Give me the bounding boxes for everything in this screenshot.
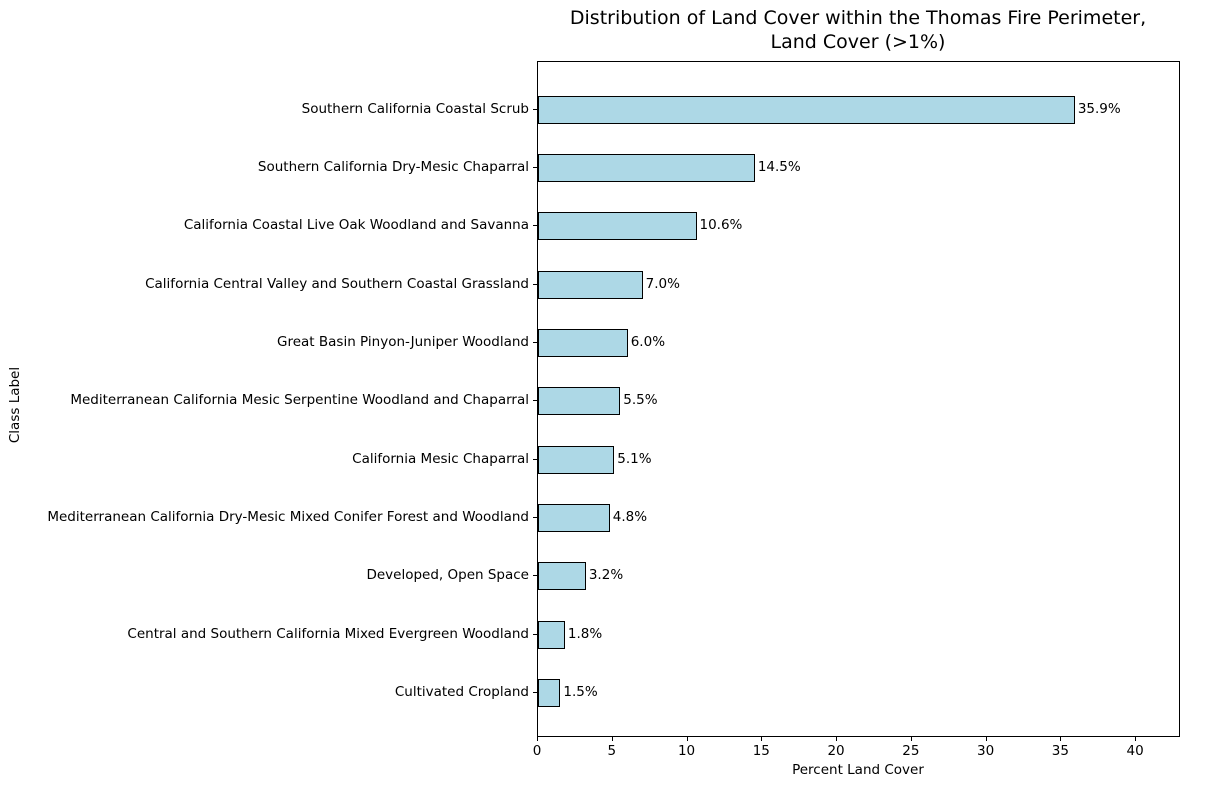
x-tick-mark [910, 737, 912, 741]
plot-area [537, 61, 1180, 737]
bar-value-label: 5.1% [617, 450, 652, 467]
category-label: Cultivated Cropland [394, 684, 529, 700]
y-tick-mark [533, 283, 537, 285]
x-axis-label: Percent Land Cover [792, 762, 924, 778]
bar [538, 679, 561, 707]
y-tick-mark [533, 341, 537, 343]
y-tick-mark [533, 633, 537, 635]
y-tick-mark [533, 225, 537, 227]
bar [538, 445, 615, 474]
bar-value-label: 14.5% [757, 158, 801, 175]
bar-value-label: 5.5% [623, 392, 658, 409]
category-label: Southern California Coastal Scrub [301, 100, 529, 117]
x-tick-label: 40 [1126, 743, 1144, 759]
x-tick-label: 35 [1051, 743, 1069, 759]
bar [538, 270, 643, 299]
bar-value-label: 4.8% [612, 508, 648, 525]
bar [538, 95, 1075, 124]
category-label: Mediterranean California Dry-Mesic Mixed… [47, 508, 529, 525]
y-tick-mark [533, 575, 537, 577]
y-tick-mark [533, 166, 537, 168]
bar-value-label: 6.0% [630, 333, 666, 350]
bar [538, 387, 621, 416]
bar [538, 212, 697, 241]
bar [538, 620, 565, 649]
y-tick-mark [533, 458, 537, 460]
category-label: California Central Valley and Southern C… [145, 275, 529, 292]
x-tick-mark [985, 737, 987, 741]
bar-value-label: 1.5% [563, 684, 598, 700]
category-label: Developed, Open Space [366, 567, 529, 584]
category-label: California Coastal Live Oak Woodland and… [183, 217, 529, 234]
bar-value-label: 3.2% [588, 567, 624, 584]
x-tick-label: 15 [752, 743, 770, 759]
category-label: Central and Southern California Mixed Ev… [127, 625, 529, 642]
category-label: Mediterranean California Mesic Serpentin… [70, 392, 529, 409]
bar-value-label: 7.0% [645, 275, 680, 292]
bar [538, 328, 628, 357]
x-tick-mark [686, 737, 688, 741]
y-tick-mark [533, 692, 537, 693]
bar-value-label: 10.6% [699, 217, 743, 234]
x-tick-mark [761, 737, 763, 741]
x-tick-mark [836, 737, 838, 741]
x-tick-mark [611, 737, 613, 741]
bar [538, 153, 755, 182]
x-tick-label: 10 [677, 743, 696, 759]
chart-title: Distribution of Land Cover within the Th… [569, 7, 1147, 53]
category-label: California Mesic Chaparral [352, 450, 529, 467]
category-label: Southern California Dry-Mesic Chaparral [257, 158, 529, 175]
x-tick-label: 5 [607, 743, 617, 759]
x-tick-label: 0 [532, 743, 542, 759]
x-tick-mark [537, 737, 538, 741]
y-tick-mark [533, 108, 537, 110]
category-label: Great Basin Pinyon-Juniper Woodland [277, 333, 529, 350]
x-tick-mark [1060, 737, 1062, 741]
bar [538, 503, 610, 532]
bar-value-label: 35.9% [1077, 100, 1121, 117]
x-tick-label: 25 [902, 743, 920, 759]
y-tick-mark [533, 516, 537, 518]
x-tick-label: 20 [827, 743, 845, 759]
bar-value-label: 1.8% [567, 625, 603, 642]
bar [538, 562, 586, 591]
x-tick-label: 30 [977, 743, 995, 759]
x-tick-mark [1135, 737, 1137, 741]
y-tick-mark [533, 400, 537, 402]
